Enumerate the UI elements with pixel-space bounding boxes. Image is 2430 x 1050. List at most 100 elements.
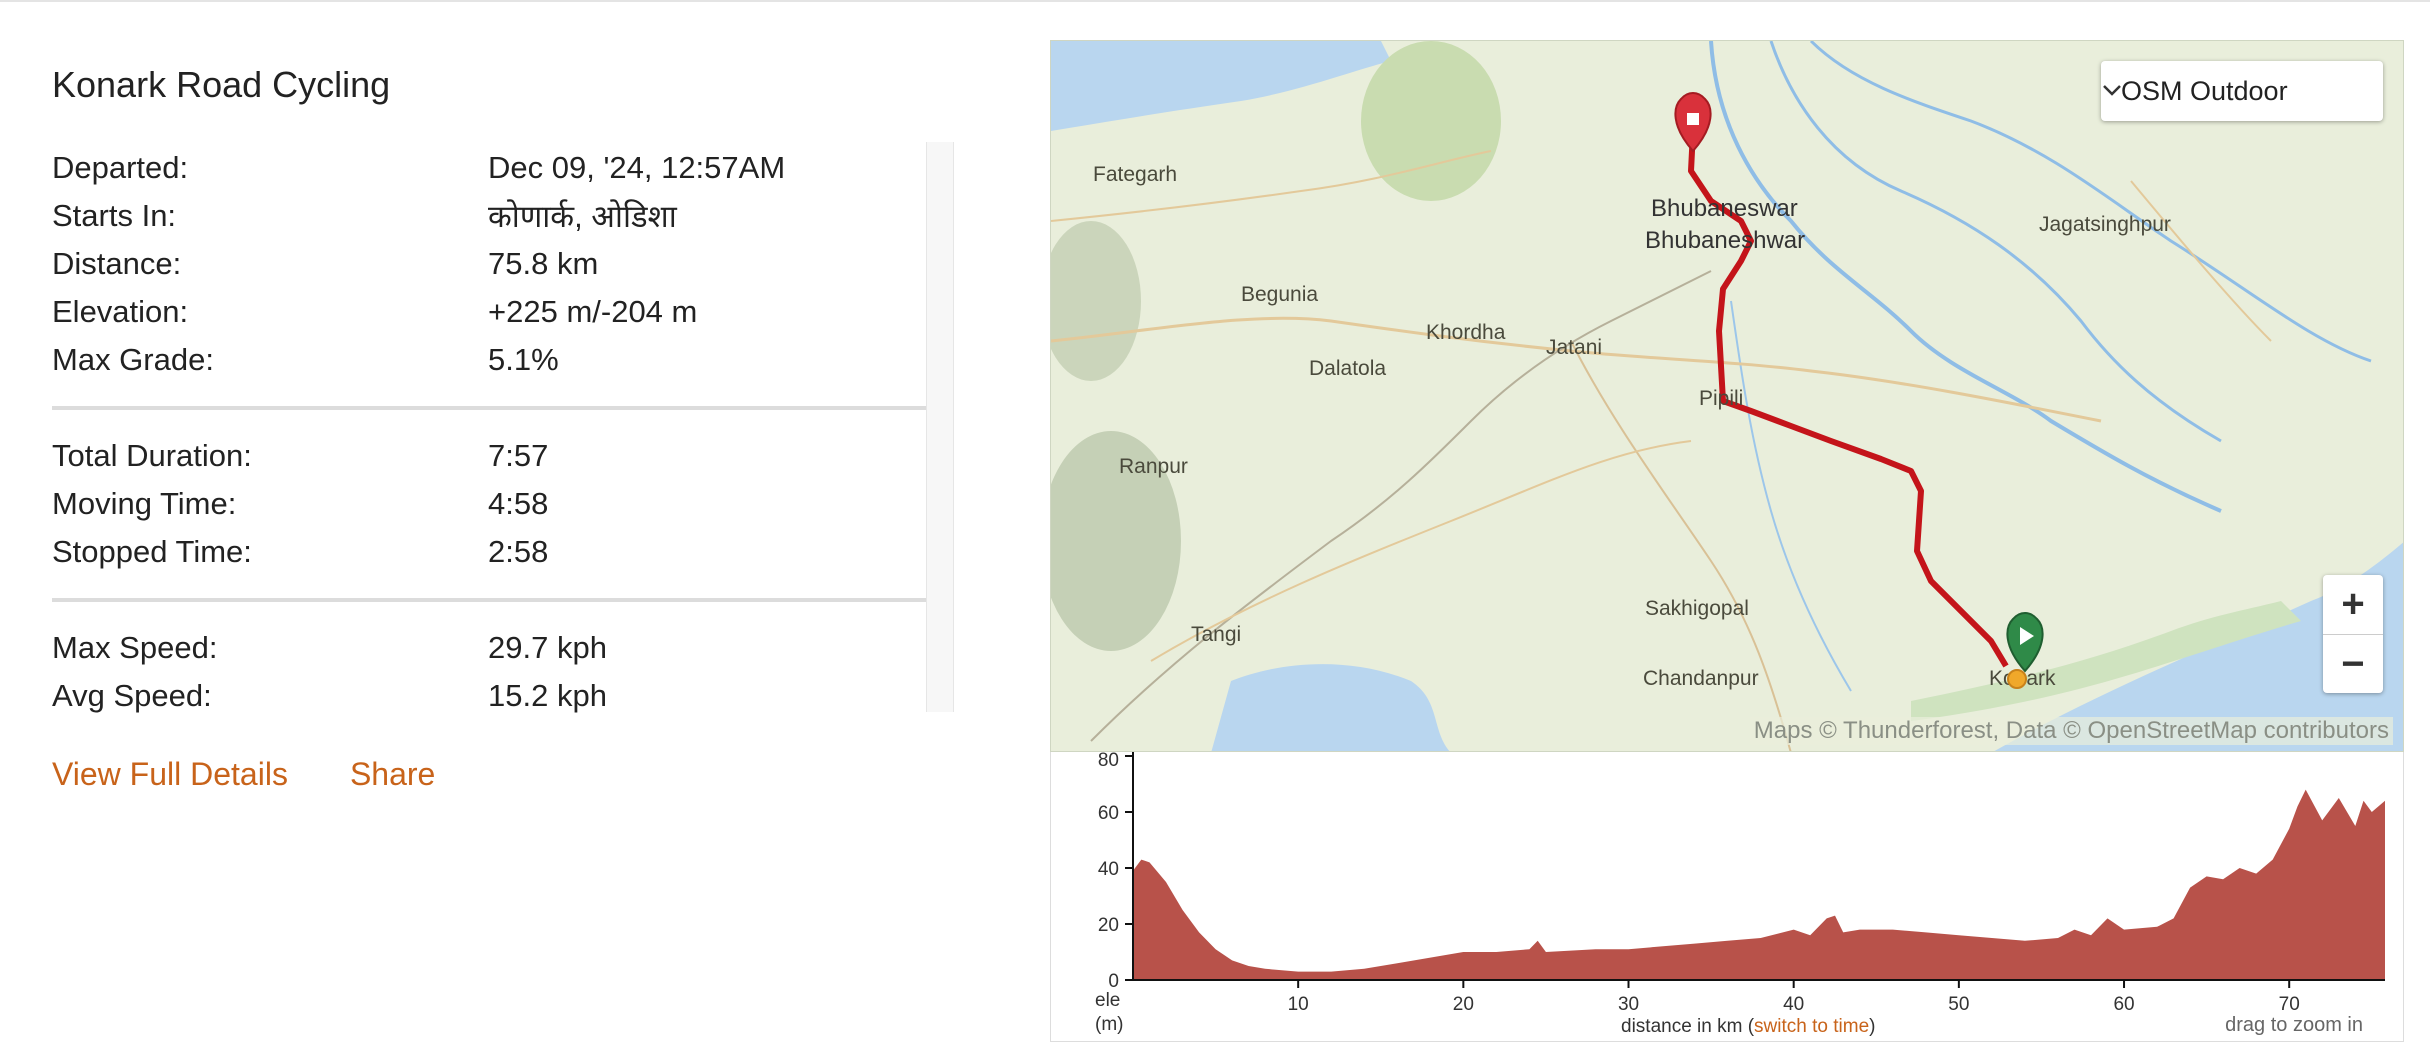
top-divider bbox=[0, 0, 2430, 6]
zoom-control: + − bbox=[2323, 575, 2383, 693]
switch-to-time-link[interactable]: switch to time bbox=[1754, 1016, 1870, 1037]
stat-row: Max Grade: 5.1% bbox=[52, 336, 926, 384]
stats-scrollbar[interactable] bbox=[926, 142, 954, 712]
route-map[interactable]: Fategarh Bhubaneswar Bhubaneshwar Jagats… bbox=[1050, 40, 2404, 752]
river-line bbox=[1730, 300, 1852, 692]
road-line bbox=[1051, 150, 1492, 222]
trip-actions: View Full Details Share bbox=[52, 756, 435, 793]
x-axis-label-suffix: ) bbox=[1869, 1016, 1876, 1037]
drag-to-zoom-hint: drag to zoom in bbox=[2225, 1014, 2363, 1036]
map-tiles bbox=[1051, 41, 2403, 751]
stat-row: Distance: 75.8 km bbox=[52, 240, 926, 288]
hill-shade bbox=[1361, 41, 1501, 201]
hill-shade bbox=[1051, 431, 1181, 651]
chilika-lake-water bbox=[1211, 664, 1450, 751]
stats-list: Departed: Dec 09, '24, 12:57AM Starts In: क… bbox=[52, 144, 952, 720]
y-tick-label: 60 bbox=[1098, 803, 1119, 824]
map-label-sakhigopal: Sakhigopal bbox=[1645, 597, 1749, 620]
river-mahanadi-water bbox=[1051, 41, 1391, 131]
y-tick-label: 40 bbox=[1098, 859, 1119, 880]
chevron-down-icon bbox=[2103, 85, 2121, 96]
road-line bbox=[1570, 340, 1792, 751]
river-line bbox=[1709, 41, 2222, 513]
stat-label: Distance: bbox=[52, 246, 182, 281]
stat-value: 29.7 kph bbox=[488, 630, 607, 665]
trip-title: Konark Road Cycling bbox=[52, 64, 391, 105]
map-layer-select[interactable]: OSM Outdoor bbox=[2101, 61, 2383, 121]
stat-label: Elevation: bbox=[52, 294, 189, 329]
map-label-pipili: Pipili bbox=[1699, 387, 1744, 410]
x-axis-label-prefix: distance in km ( bbox=[1621, 1016, 1755, 1037]
stat-row: Stopped Time: 2:58 bbox=[52, 528, 926, 576]
y-tick-label: 0 bbox=[1108, 971, 1119, 992]
elevation-area bbox=[1133, 789, 2385, 980]
stat-row: Departed: Dec 09, '24, 12:57AM bbox=[52, 144, 926, 192]
stat-label: Max Grade: bbox=[52, 342, 214, 377]
x-tick-label: 70 bbox=[2279, 994, 2300, 1015]
stat-value: 5.1% bbox=[488, 342, 559, 377]
hill-shade bbox=[1051, 221, 1141, 381]
stat-value: 75.8 km bbox=[488, 246, 599, 281]
x-tick-label: 10 bbox=[1288, 994, 1309, 1015]
map-label-ranpur: Ranpur bbox=[1119, 455, 1188, 478]
stats-divider bbox=[52, 406, 926, 410]
elevation-profile[interactable]: 0 20 40 60 80 10 20 30 40 50 60 70 ele (m) distance… bbox=[1050, 752, 2404, 1042]
x-tick-label: 20 bbox=[1453, 994, 1474, 1015]
river-line bbox=[1809, 41, 2372, 363]
road-line bbox=[1150, 440, 1692, 662]
y-tick-label: 20 bbox=[1098, 915, 1119, 936]
x-tick-label: 50 bbox=[1948, 994, 1969, 1015]
map-label-bhubaneshwar: Bhubaneshwar bbox=[1645, 227, 1806, 254]
stat-label: Departed: bbox=[52, 150, 189, 185]
stat-row: Total Duration: 7:57 bbox=[52, 432, 926, 480]
map-label-khordha: Khordha bbox=[1426, 321, 1506, 344]
stat-label: Max Speed: bbox=[52, 630, 218, 665]
road-line bbox=[2130, 180, 2272, 342]
map-label-jagatsinghpur: Jagatsinghpur bbox=[2039, 213, 2171, 236]
stat-value: Dec 09, '24, 12:57AM bbox=[488, 150, 786, 185]
road-line bbox=[1051, 316, 2102, 423]
railway-line bbox=[1090, 270, 1712, 742]
river-line bbox=[1769, 41, 2222, 443]
stat-row: Moving Time: 4:58 bbox=[52, 480, 926, 528]
zoom-out-button[interactable]: − bbox=[2323, 634, 2383, 693]
stat-value: 2:58 bbox=[488, 534, 549, 569]
x-tick-label: 30 bbox=[1618, 994, 1639, 1015]
view-full-details-link[interactable]: View Full Details bbox=[52, 756, 288, 792]
x-tick-label: 60 bbox=[2113, 994, 2134, 1015]
zoom-in-button[interactable]: + bbox=[2341, 582, 2365, 626]
map-attribution: Maps © Thunderforest, Data © OpenStreetM… bbox=[1749, 717, 2393, 745]
map-label-tangi: Tangi bbox=[1191, 623, 1242, 646]
stat-value: 7:57 bbox=[488, 438, 549, 473]
map-layer-selected: OSM Outdoor bbox=[2121, 75, 2288, 106]
stat-label: Moving Time: bbox=[52, 486, 237, 521]
bay-of-bengal-water bbox=[1994, 542, 2403, 751]
stat-value: 15.2 kph bbox=[488, 678, 607, 713]
stat-label: Avg Speed: bbox=[52, 678, 212, 713]
stat-row: Elevation: +225 m/-204 m bbox=[52, 288, 926, 336]
stat-row: Max Speed: 29.7 kph bbox=[52, 624, 926, 672]
stat-value: +225 m/-204 m bbox=[488, 294, 698, 329]
stat-row: Avg Speed: 15.2 kph bbox=[52, 672, 926, 720]
stat-label: Starts In: bbox=[52, 198, 177, 233]
share-link[interactable]: Share bbox=[349, 756, 436, 792]
stats-group-duration: Total Duration: 7:57 Moving Time: 4:58 Stopp… bbox=[52, 432, 926, 576]
trip-summary: Konark Road Cycling Departed: Dec 09, '24… bbox=[52, 60, 952, 713]
stat-value: 4:58 bbox=[488, 486, 549, 521]
map-label-konark: Konark bbox=[1989, 667, 2056, 690]
coastal-greenland bbox=[1911, 601, 2301, 721]
elevation-chart: 0 20 40 60 80 10 20 30 40 50 60 70 bbox=[1098, 752, 2385, 1015]
stats-group-timing: Departed: Dec 09, '24, 12:57AM Starts In: क… bbox=[52, 144, 926, 384]
stat-label: Stopped Time: bbox=[52, 534, 252, 569]
x-axis-label: distance in km (switch to time) bbox=[1621, 1016, 1875, 1038]
stat-row: Starts In: कोणार्क, ओडिशा bbox=[52, 192, 926, 240]
y-tick-label: 80 bbox=[1098, 752, 1119, 771]
stats-divider bbox=[52, 598, 926, 602]
x-tick-label: 40 bbox=[1783, 994, 1804, 1015]
stat-label: Total Duration: bbox=[52, 438, 252, 473]
map-label-jatani: Jatani bbox=[1546, 336, 1603, 359]
stat-value: कोणार्क, ओडिशा bbox=[488, 199, 677, 234]
map-label-fategarh: Fategarh bbox=[1093, 163, 1178, 186]
map-label-dalatola: Dalatola bbox=[1309, 357, 1387, 380]
map-label-chandanpur: Chandanpur bbox=[1643, 667, 1759, 690]
